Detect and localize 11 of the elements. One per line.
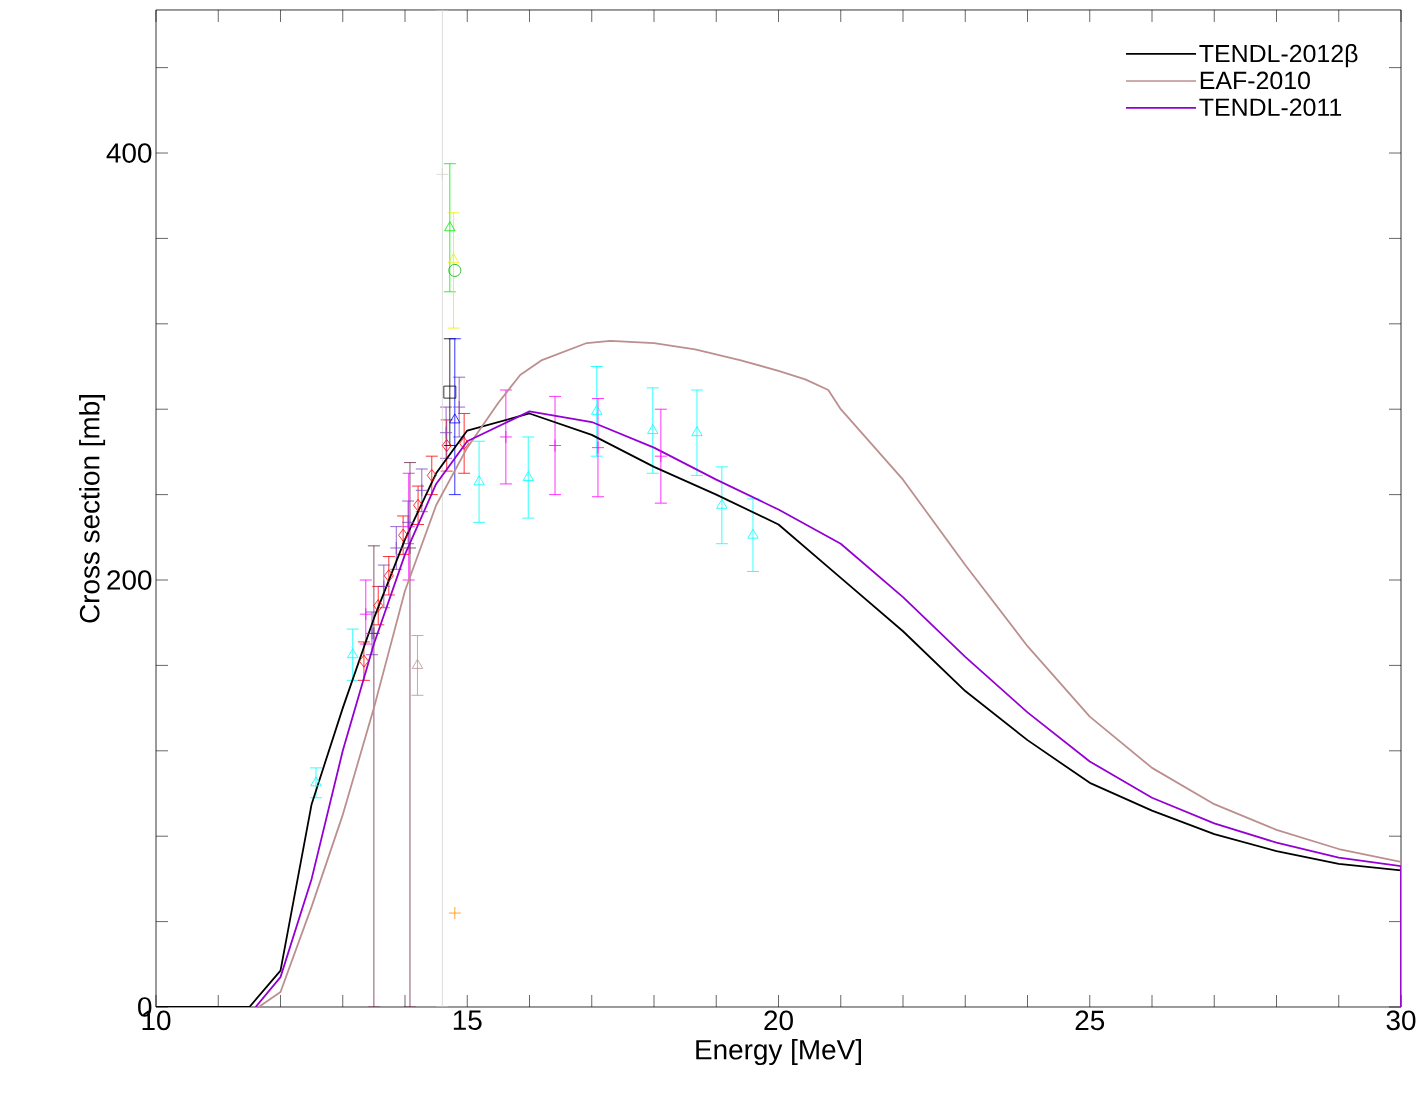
y-axis-title: Cross section [mb] — [79, 395, 106, 623]
legend-label: EAF-2010 — [1200, 71, 1310, 90]
y-tick-label: 400 — [106, 143, 152, 163]
x-tick-label: 20 — [764, 1010, 793, 1031]
x-tick-label: 15 — [453, 1010, 482, 1030]
x-tick-label: 30 — [1386, 1010, 1416, 1031]
legend-label: TENDL-2012β — [1199, 44, 1358, 68]
legend-label: TENDL-2011 — [1199, 98, 1342, 117]
x-axis-title: Energy [MeV] — [696, 1039, 861, 1066]
y-tick-label: 200 — [107, 570, 152, 590]
x-tick-label: 25 — [1075, 1010, 1105, 1031]
